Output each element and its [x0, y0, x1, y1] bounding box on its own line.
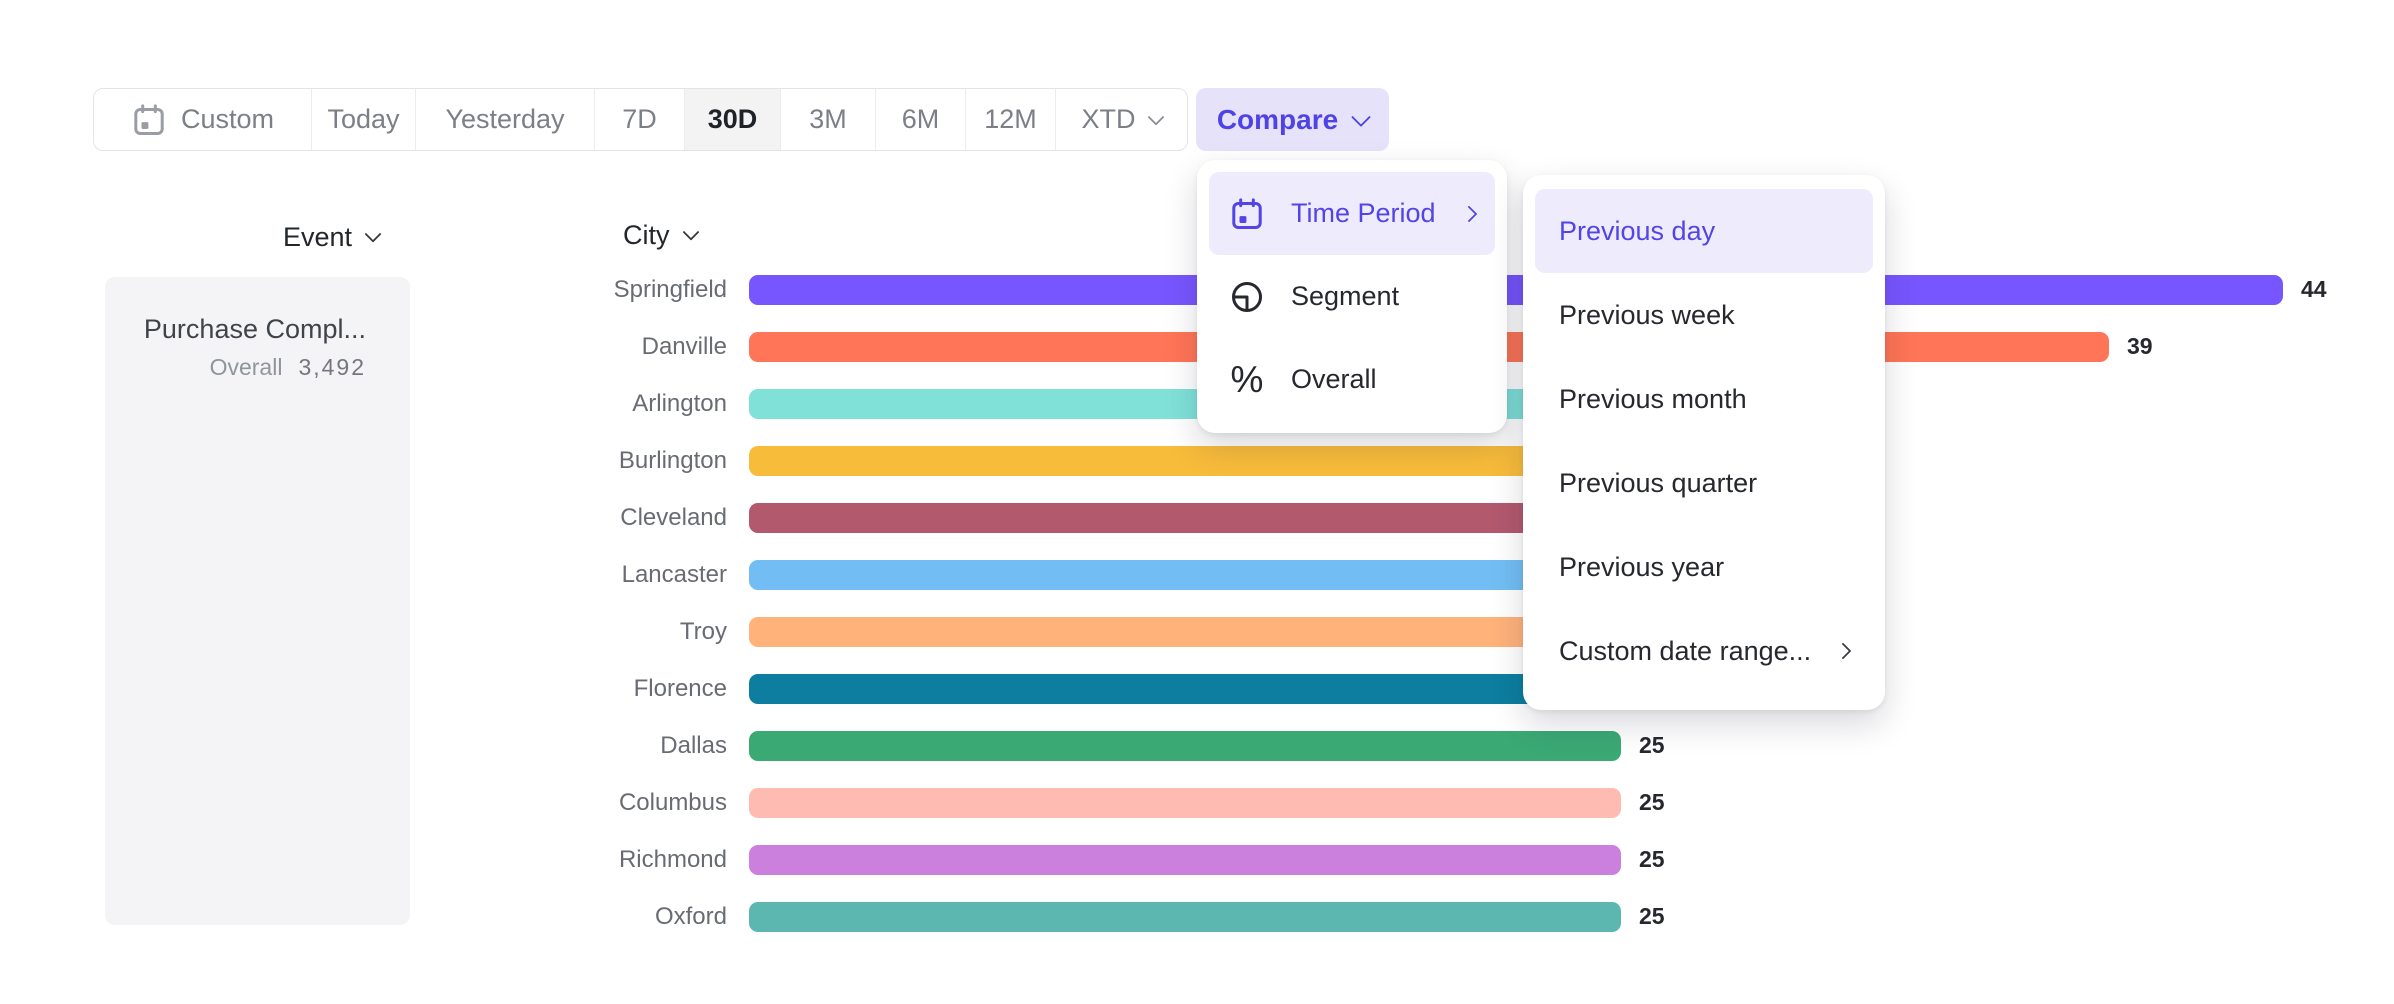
chevron-down-icon	[682, 223, 699, 241]
submenu-item-previous-day[interactable]: Previous day	[1535, 189, 1873, 273]
bar-columbus[interactable]	[749, 787, 1621, 818]
date-range-label: XTD	[1081, 104, 1136, 134]
bar-dallas[interactable]	[749, 730, 1621, 761]
menu-item-overall[interactable]: % Overall	[1209, 338, 1495, 421]
bar-springfield[interactable]	[749, 274, 2283, 305]
date-range-7d[interactable]: 7D	[595, 89, 685, 150]
calendar-icon	[134, 103, 164, 135]
submenu-item-custom-date-range-[interactable]: Custom date range...	[1535, 609, 1873, 693]
bar-label: Richmond	[618, 845, 727, 873]
date-range-6m[interactable]: 6M	[876, 89, 966, 150]
city-group-header[interactable]: City	[623, 217, 699, 253]
chart-row-richmond: Richmond 25	[480, 831, 2327, 888]
bar-value: 25	[1639, 846, 1665, 872]
date-range-30d[interactable]: 30D	[685, 89, 781, 150]
chevron-down-icon	[1147, 108, 1164, 126]
date-range-label: 12M	[984, 104, 1037, 134]
date-range-label: Today	[327, 104, 400, 134]
metric-value: 3,492	[298, 354, 366, 380]
calendar-icon	[1232, 197, 1262, 229]
bar-label: Troy	[679, 617, 727, 645]
chevron-down-icon	[364, 225, 382, 243]
event-header-label: Event	[283, 221, 353, 252]
submenu-item-label: Previous day	[1559, 215, 1716, 246]
chevron-right-icon	[1460, 205, 1478, 222]
metric-label: Overall	[209, 354, 283, 380]
date-range-toolbar: Custom Today Yesterday 7D 30D 3M 6M 12M XTD	[93, 88, 1188, 151]
event-metric: Overall 3,492	[105, 349, 366, 385]
date-range-yesterday[interactable]: Yesterday	[416, 89, 595, 150]
date-range-label: 6M	[901, 104, 940, 134]
bar-oxford[interactable]	[749, 901, 1621, 932]
menu-item-label: Segment	[1291, 281, 1400, 311]
date-range-xtd[interactable]: XTD	[1056, 89, 1187, 150]
menu-item-segment[interactable]: Segment	[1209, 255, 1495, 338]
chart-row-troy: Troy	[480, 603, 2327, 660]
date-range-label: 3M	[809, 104, 847, 134]
compare-menu: Time Period Segment% Overall	[1197, 160, 1507, 433]
segment-icon	[1232, 281, 1262, 312]
percent-icon: %	[1230, 358, 1264, 400]
chart-row-columbus: Columbus 25	[480, 774, 2327, 831]
date-range-3m[interactable]: 3M	[781, 89, 876, 150]
date-range-label: 30D	[707, 104, 758, 134]
chevron-right-icon	[1834, 642, 1852, 660]
event-card[interactable]: Purchase Compl... Overall 3,492	[105, 277, 410, 925]
date-range-custom[interactable]: Custom	[94, 89, 312, 150]
date-range-label: 7D	[622, 104, 657, 134]
bar-label: Lancaster	[621, 560, 727, 588]
city-header-label: City	[623, 219, 670, 250]
chart-row-burlington: Burlington	[480, 432, 2327, 489]
chevron-down-icon	[1351, 106, 1372, 127]
bar-value: 39	[2127, 333, 2153, 359]
time-period-submenu: Previous day Previous week Previous month P…	[1523, 175, 1885, 710]
bar-label: Arlington	[632, 389, 727, 417]
submenu-item-label: Previous month	[1559, 383, 1747, 414]
submenu-item-previous-quarter[interactable]: Previous quarter	[1535, 441, 1873, 525]
date-range-today[interactable]: Today	[312, 89, 416, 150]
bar-label: Florence	[633, 674, 727, 702]
menu-item-label: Overall	[1291, 364, 1377, 394]
bar-label: Springfield	[613, 275, 727, 303]
event-name: Purchase Compl...	[143, 314, 366, 344]
bar-label: Columbus	[618, 788, 727, 816]
chart-row-dallas: Dallas 25	[480, 717, 2327, 774]
date-range-12m[interactable]: 12M	[966, 89, 1056, 150]
compare-button[interactable]: Compare	[1196, 88, 1389, 151]
submenu-item-label: Previous year	[1559, 551, 1725, 582]
chart-row-springfield: Springfield 44	[480, 261, 2327, 318]
bar-label: Burlington	[618, 446, 727, 474]
bar-label: Danville	[641, 332, 727, 360]
date-range-label: Yesterday	[445, 104, 565, 134]
submenu-item-label: Previous week	[1559, 299, 1735, 330]
submenu-item-previous-week[interactable]: Previous week	[1535, 273, 1873, 357]
submenu-item-label: Custom date range...	[1559, 635, 1812, 666]
bar-value: 25	[1639, 732, 1665, 758]
bar-value: 25	[1639, 903, 1665, 929]
submenu-item-previous-year[interactable]: Previous year	[1535, 525, 1873, 609]
event-column-header[interactable]: Event	[283, 219, 382, 255]
chart-row-florence: Florence	[480, 660, 2327, 717]
chart-row-lancaster: Lancaster	[480, 546, 2327, 603]
bar-label: Dallas	[660, 731, 727, 759]
chart-row-cleveland: Cleveland	[480, 489, 2327, 546]
bar-value: 44	[2301, 276, 2327, 302]
bar-value: 25	[1639, 789, 1665, 815]
menu-item-time-period[interactable]: Time Period	[1209, 172, 1495, 255]
bar-label: Oxford	[654, 902, 727, 930]
date-range-label: Custom	[180, 104, 275, 134]
submenu-item-label: Previous quarter	[1559, 467, 1758, 498]
chart-row-oxford: Oxford 25	[480, 888, 2327, 945]
bar-richmond[interactable]	[749, 844, 1621, 875]
bar-label: Cleveland	[620, 503, 727, 531]
submenu-item-previous-month[interactable]: Previous month	[1535, 357, 1873, 441]
compare-button-label: Compare	[1216, 103, 1339, 135]
menu-item-label: Time Period	[1291, 198, 1436, 228]
